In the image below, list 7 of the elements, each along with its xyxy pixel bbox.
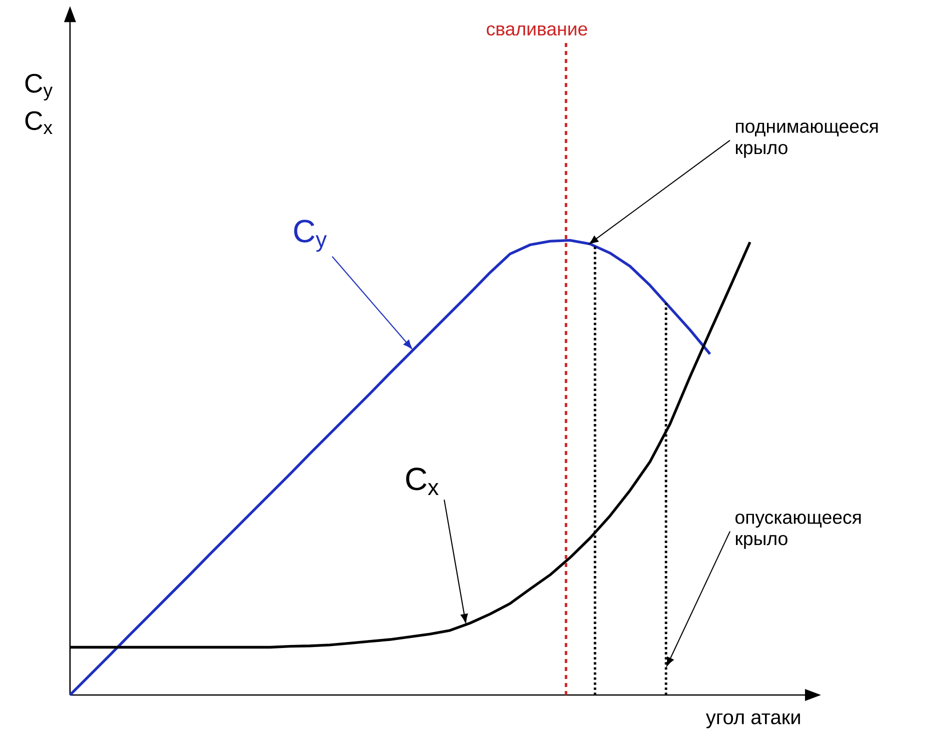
- text: поднимающееся крыло: [736, 122, 878, 158]
- annotation: опускающееся крыло: [735, 514, 861, 549]
- x-axis-title: угол атаки: [706, 713, 800, 728]
- text: сваливание: [486, 25, 588, 36]
- text: C$_{x}$: [406, 468, 439, 495]
- text: C$_{y}$: [294, 220, 327, 252]
- y-axis-title: C$_{y}$ C$_{x}$: [25, 74, 53, 134]
